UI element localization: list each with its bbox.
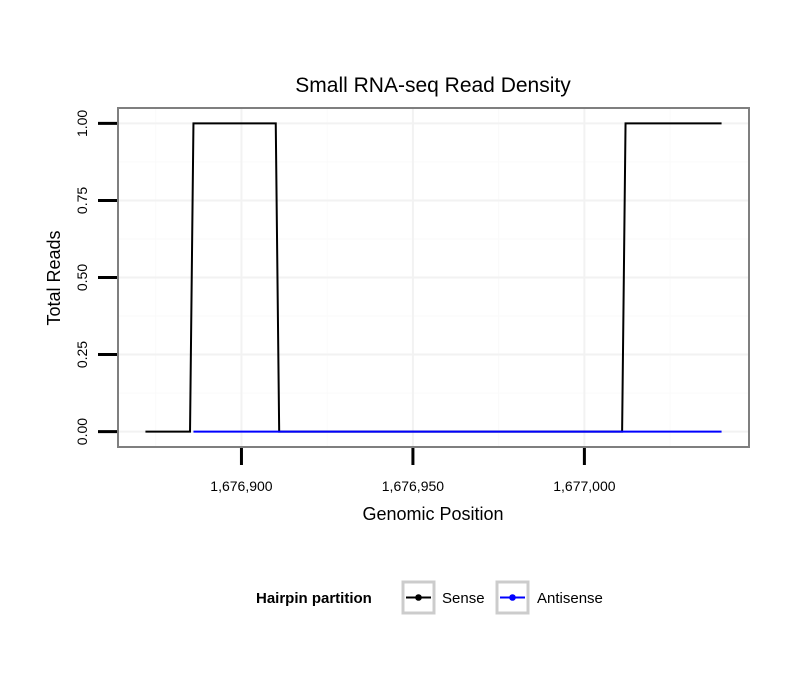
y-axis-label: Total Reads: [44, 230, 64, 325]
x-tick-label: 1,677,000: [553, 478, 615, 494]
plot-panel-border: [117, 107, 750, 448]
legend-item-sense[interactable]: Sense: [401, 580, 485, 615]
legend-label-antisense: Antisense: [537, 590, 603, 607]
legend-item-antisense[interactable]: Antisense: [495, 580, 603, 615]
legend-point-antisense: [509, 594, 516, 601]
series-layer: [145, 122, 722, 433]
legend-label-sense: Sense: [442, 590, 485, 607]
y-tick-label: 0.50: [74, 264, 90, 291]
y-axis: 0.00 0.25 0.50 0.75 1.00: [74, 110, 117, 445]
legend-point-sense: [415, 594, 422, 601]
y-tick-label: 0.25: [74, 341, 90, 368]
y-tick-label: 0.00: [74, 418, 90, 445]
x-tick-label: 1,676,900: [210, 478, 272, 494]
y-tick-label: 1.00: [74, 110, 90, 137]
legend: Hairpin partition Sense Antisense: [256, 580, 603, 615]
series-line-sense: [145, 122, 722, 433]
y-tick-label: 0.75: [74, 187, 90, 214]
x-axis: 1,676,900 1,676,950 1,677,000: [210, 448, 616, 494]
x-tick-label: 1,676,950: [382, 478, 444, 494]
chart-title: Small RNA-seq Read Density: [295, 74, 571, 97]
x-axis-label: Genomic Position: [362, 504, 503, 524]
legend-title: Hairpin partition: [256, 590, 372, 607]
